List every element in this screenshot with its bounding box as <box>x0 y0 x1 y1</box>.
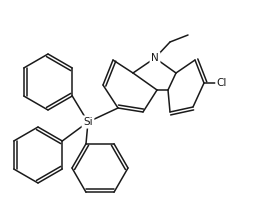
Text: Cl: Cl <box>217 78 227 88</box>
Text: Si: Si <box>83 117 93 127</box>
Text: N: N <box>151 53 159 63</box>
